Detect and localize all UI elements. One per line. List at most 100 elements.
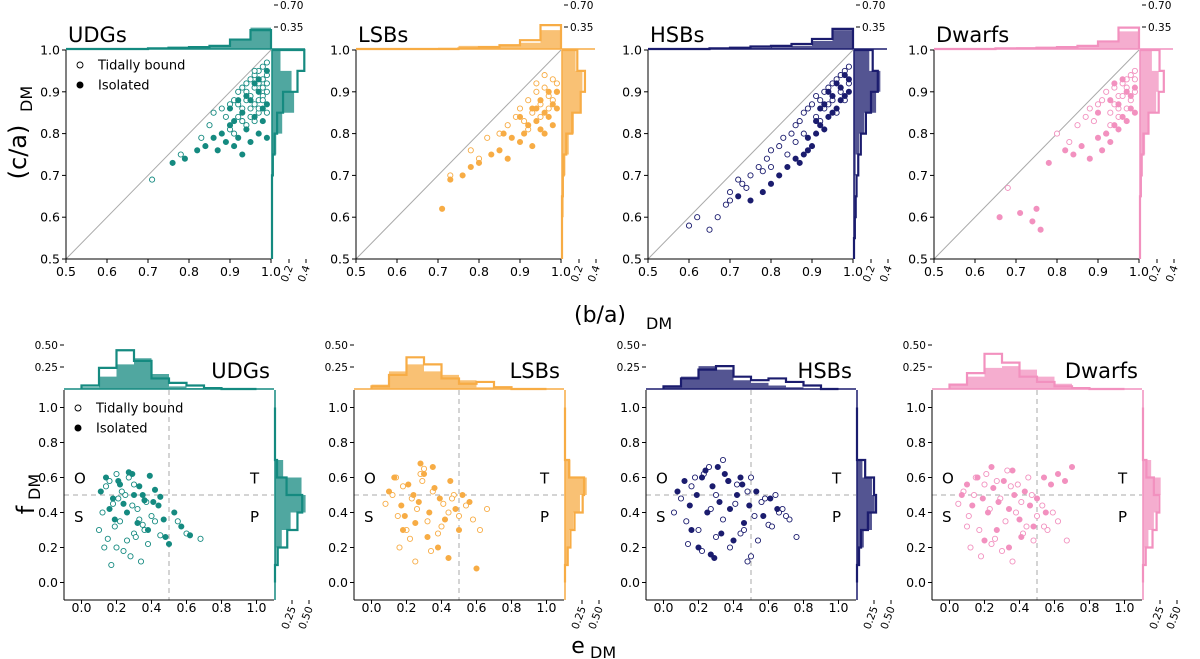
point-isolated [796, 159, 803, 166]
point-tidally-bound [755, 163, 762, 171]
point-tidally-bound [382, 500, 389, 507]
point-tidally-bound [1099, 97, 1106, 104]
point-tidally-bound [115, 495, 122, 502]
point-tidally-bound [251, 101, 258, 108]
point-isolated [725, 477, 732, 485]
point-tidally-bound [109, 500, 117, 507]
point-isolated [1047, 481, 1055, 488]
point-isolated [467, 163, 474, 171]
point-tidally-bound [1009, 558, 1016, 565]
point-isolated [247, 138, 254, 146]
right-hist-open [852, 48, 879, 259]
point-tidally-bound [1007, 483, 1014, 490]
point-isolated [1033, 495, 1041, 502]
point-tidally-bound [1028, 491, 1035, 499]
top-hist-tick-label: 0.35 [1148, 22, 1171, 34]
point-tidally-bound [1049, 509, 1056, 516]
x-tick-label: 0.9 [802, 264, 822, 279]
x-tick-label: 0.6 [97, 264, 117, 279]
right-hist-tick-label: 0.2 [569, 264, 586, 284]
point-isolated [845, 76, 852, 83]
point-tidally-bound [976, 526, 983, 534]
quadrant-label-t: T [539, 470, 550, 488]
point-isolated [439, 205, 446, 212]
point-isolated [825, 88, 832, 95]
point-tidally-bound [772, 491, 779, 499]
legend-label-tidally-bound: Tidally bound [97, 59, 185, 74]
point-isolated [735, 193, 742, 200]
point-isolated [747, 197, 754, 204]
point-isolated [714, 463, 721, 471]
point-isolated [231, 118, 238, 125]
point-isolated [1016, 516, 1023, 523]
point-tidally-bound [670, 509, 678, 516]
right-hist-tick-label: 0.50 [587, 605, 606, 631]
y-tick-label: 0.6 [908, 210, 928, 225]
point-tidally-bound [206, 122, 213, 129]
point-tidally-bound [95, 526, 103, 534]
point-isolated [521, 130, 528, 137]
y-tick-label: 1.0 [906, 400, 926, 415]
point-isolated [1017, 209, 1024, 217]
quadrant-label-o: O [364, 470, 376, 488]
point-isolated [800, 151, 807, 158]
top-hist-tick-label: 0.35 [570, 22, 593, 34]
point-tidally-bound [793, 533, 800, 541]
point-isolated [1103, 130, 1110, 137]
point-isolated [1040, 474, 1048, 481]
point-isolated [508, 134, 515, 141]
point-tidally-bound [455, 512, 463, 520]
panel-title: LSBs [358, 23, 408, 47]
point-isolated [259, 118, 266, 125]
y-tick-label: 1.0 [622, 43, 642, 58]
point-tidally-bound [394, 512, 401, 520]
right-hist-tick-label: 0.4 [296, 264, 313, 284]
point-tidally-bound [712, 533, 720, 541]
point-isolated [1119, 113, 1126, 120]
point-tidally-bound [440, 500, 447, 507]
y-tick-label: 0.8 [38, 435, 58, 450]
point-tidally-bound [467, 147, 474, 154]
point-tidally-bound [396, 544, 403, 551]
point-tidally-bound [239, 84, 246, 91]
bottom-panel-dwarfs: O T S P 0.0 0.2 0.4 0.6 0.8 1.0 0.0 0.2 0.4 0.6 0.8 1.0… [903, 340, 1184, 631]
point-isolated [553, 88, 560, 95]
top-panel-udgs: 0.5 0.6 0.7 0.8 0.9 1.0 0.5 0.6 0.7 0.8 0.9 1.0 0.35… [40, 0, 313, 284]
point-isolated [767, 180, 775, 187]
point-isolated [391, 474, 398, 481]
legend-marker-open [74, 404, 82, 412]
right-hist-tick-label: 0.4 [878, 264, 895, 284]
point-tidally-bound [101, 544, 108, 551]
y-tick-label: 0.9 [330, 84, 350, 99]
quadrant-label-t: T [249, 470, 260, 488]
point-tidally-bound [792, 138, 799, 146]
point-tidally-bound [469, 516, 477, 523]
x-tick-label: 0.2 [107, 600, 127, 615]
point-tidally-bound [744, 488, 751, 495]
point-isolated [813, 118, 820, 125]
point-isolated [243, 92, 250, 100]
point-tidally-bound [389, 491, 396, 499]
point-isolated [1005, 505, 1013, 513]
point-tidally-bound [768, 523, 776, 530]
y-tick-label: 0.8 [330, 126, 350, 141]
x-tick-label: 0.7 [138, 264, 158, 279]
point-tidally-bound [1030, 537, 1037, 544]
point-tidally-bound [991, 535, 999, 542]
point-isolated [447, 477, 454, 485]
point-isolated [837, 84, 844, 91]
point-isolated [251, 80, 258, 87]
y-tick-label: 0.8 [620, 435, 640, 450]
point-isolated [804, 147, 811, 154]
top-hist-tick-label: 0.50 [903, 340, 926, 352]
point-tidally-bound [483, 505, 491, 513]
point-tidally-bound [981, 481, 988, 488]
point-tidally-bound [235, 113, 242, 120]
point-tidally-bound [424, 518, 431, 525]
point-isolated [1045, 159, 1052, 166]
point-tidally-bound [691, 474, 699, 481]
point-isolated [549, 122, 556, 129]
point-tidally-bound [1014, 481, 1021, 488]
y-tick-label: 1.0 [908, 43, 928, 58]
point-isolated [1021, 488, 1028, 495]
